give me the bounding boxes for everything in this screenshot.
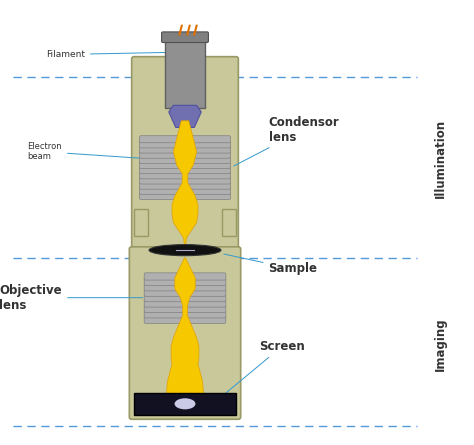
FancyBboxPatch shape <box>139 187 230 194</box>
FancyBboxPatch shape <box>144 305 226 312</box>
Text: Illumination: Illumination <box>434 119 447 198</box>
FancyBboxPatch shape <box>139 193 230 199</box>
Text: Sample: Sample <box>224 254 318 275</box>
FancyBboxPatch shape <box>139 177 230 184</box>
Polygon shape <box>166 258 203 395</box>
FancyBboxPatch shape <box>134 393 236 415</box>
FancyBboxPatch shape <box>144 300 226 307</box>
FancyBboxPatch shape <box>144 278 226 286</box>
FancyBboxPatch shape <box>139 141 230 148</box>
Polygon shape <box>169 105 201 127</box>
FancyBboxPatch shape <box>144 289 226 296</box>
FancyBboxPatch shape <box>162 32 209 43</box>
FancyBboxPatch shape <box>144 311 226 318</box>
Text: Filament: Filament <box>46 50 174 59</box>
Text: Electron
beam: Electron beam <box>27 142 173 162</box>
Ellipse shape <box>174 398 195 409</box>
FancyBboxPatch shape <box>132 57 238 251</box>
FancyBboxPatch shape <box>139 136 230 143</box>
FancyBboxPatch shape <box>144 295 226 302</box>
Text: Condensor
lens: Condensor lens <box>234 116 339 166</box>
FancyBboxPatch shape <box>139 156 230 163</box>
FancyBboxPatch shape <box>144 283 226 291</box>
FancyBboxPatch shape <box>139 162 230 169</box>
FancyBboxPatch shape <box>165 37 205 108</box>
FancyBboxPatch shape <box>139 146 230 153</box>
Text: Objective
lens: Objective lens <box>0 283 143 312</box>
FancyBboxPatch shape <box>129 247 241 419</box>
FancyBboxPatch shape <box>139 182 230 189</box>
FancyBboxPatch shape <box>144 273 226 280</box>
FancyBboxPatch shape <box>139 167 230 174</box>
Polygon shape <box>172 121 198 247</box>
FancyBboxPatch shape <box>139 151 230 158</box>
Ellipse shape <box>149 245 221 256</box>
Bar <box>222 209 236 236</box>
FancyBboxPatch shape <box>139 172 230 179</box>
FancyBboxPatch shape <box>144 316 226 324</box>
Text: Screen: Screen <box>215 340 305 402</box>
Bar <box>134 209 148 236</box>
Text: Imaging: Imaging <box>434 317 447 371</box>
